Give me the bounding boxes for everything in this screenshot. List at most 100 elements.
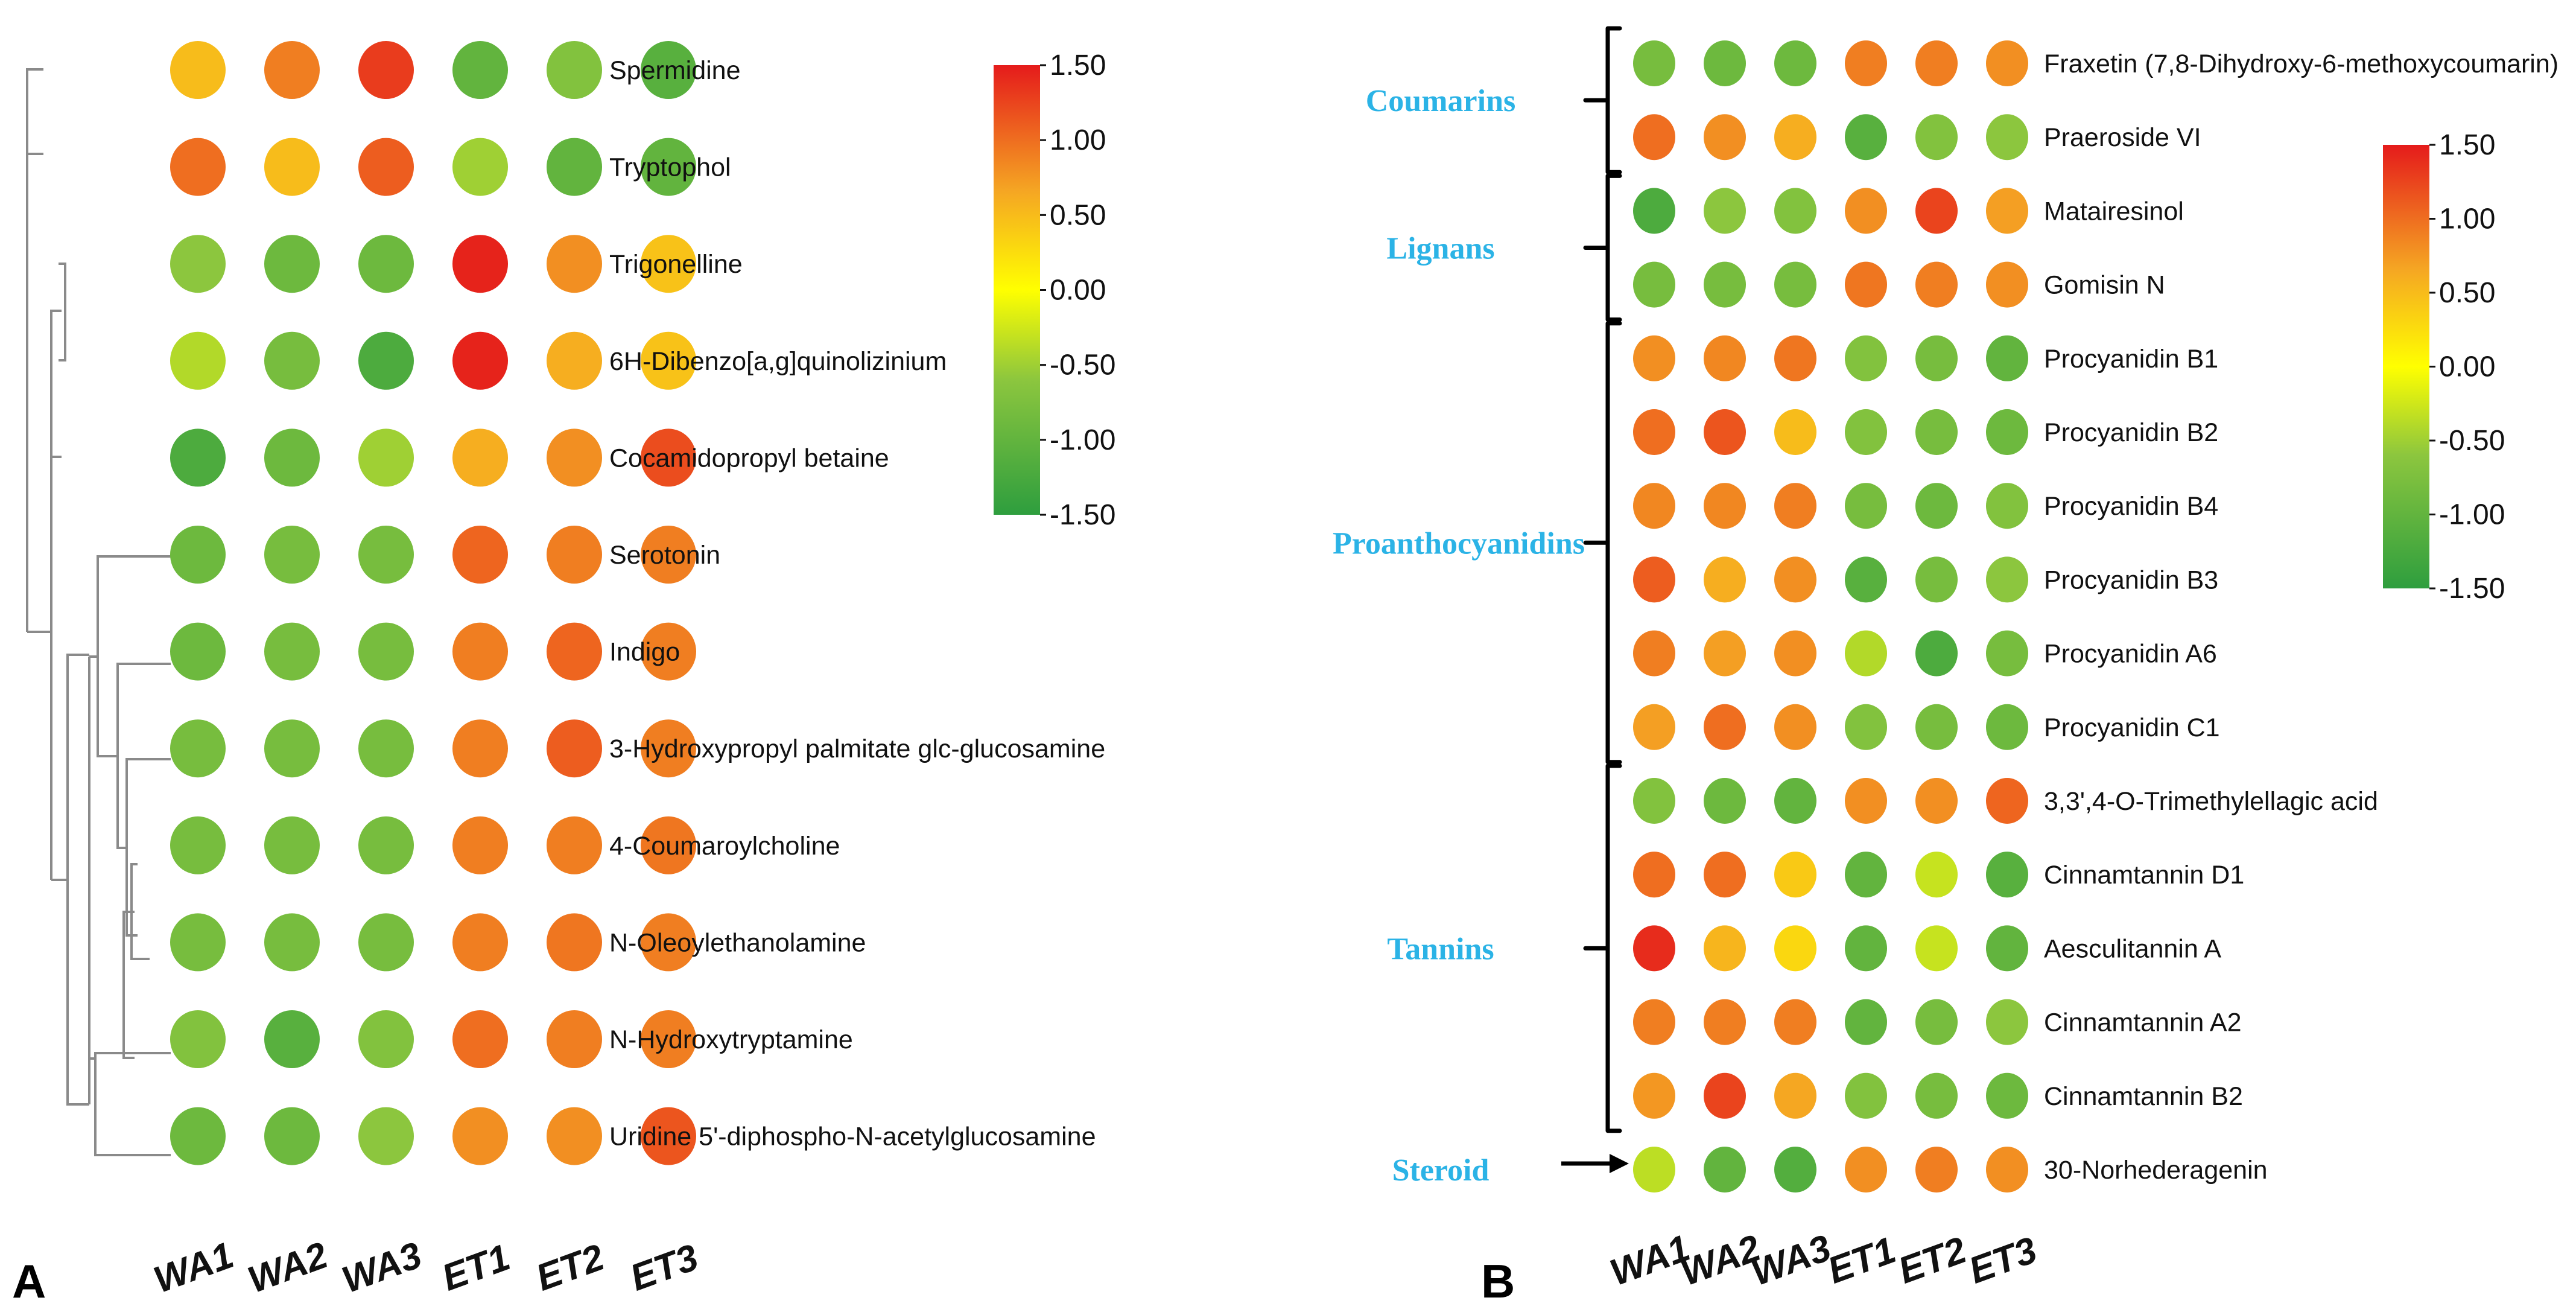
heatmap-cell <box>452 1107 508 1165</box>
heatmap-cell <box>452 913 508 972</box>
heatmap-cell <box>1633 409 1675 455</box>
heatmap-cell <box>1986 1072 2028 1119</box>
row-label: Procyanidin B3 <box>2044 565 2218 594</box>
heatmap-cell <box>1845 778 1887 824</box>
scale-tick-label: 0.50 <box>2439 277 2495 309</box>
heatmap-cell <box>1845 188 1887 234</box>
heatmap-cell <box>1915 261 1958 308</box>
color-scale-b: 1.50 1.00 0.50 0.00 -0.50 -1.00 -1.50 <box>2383 129 2505 605</box>
heatmap-cell <box>1845 483 1887 529</box>
heatmap-cell <box>358 622 414 681</box>
heatmap-cell <box>1774 188 1816 234</box>
heatmap-cell <box>264 428 320 487</box>
scale-tick-label: -1.00 <box>1050 424 1115 456</box>
heatmap-cell <box>1704 925 1746 972</box>
heatmap-cell <box>1774 556 1816 603</box>
column-label: ET1 <box>1823 1229 1901 1292</box>
column-label: WA3 <box>337 1234 427 1301</box>
row-label: Cocamidopropyl betaine <box>609 444 889 473</box>
heatmap-cell <box>1704 40 1746 86</box>
heatmap-cell <box>452 41 508 99</box>
heatmap-cell <box>264 526 320 584</box>
heatmap-cell <box>1915 188 1958 234</box>
heatmap-cell <box>1633 999 1675 1045</box>
heatmap-cell <box>547 1010 602 1068</box>
group-label: Proanthocyanidins <box>1333 526 1585 561</box>
heatmap-cell <box>452 719 508 778</box>
heatmap-cell <box>1845 1147 1887 1192</box>
heatmap-cell <box>641 331 696 390</box>
heatmap-cell <box>452 235 508 293</box>
heatmap-cell <box>1915 40 1958 86</box>
heatmap-cell <box>1633 114 1675 161</box>
heatmap-cell <box>1986 40 2028 86</box>
heatmap-cell <box>547 428 602 487</box>
heatmap-cell <box>1915 999 1958 1045</box>
group-brace <box>1583 321 1622 765</box>
group-label: Lignans <box>1386 232 1494 266</box>
heatmap-cell <box>1704 114 1746 161</box>
heatmap-cell <box>264 719 320 778</box>
row-label: N-Oleoylethanolamine <box>609 928 866 957</box>
heatmap-cell <box>641 41 696 99</box>
heatmap-cell <box>1986 1147 2028 1192</box>
heatmap-cell <box>264 816 320 874</box>
heatmap-cell <box>452 526 508 584</box>
heatmap-cell <box>452 622 508 681</box>
heatmap-cell <box>1845 335 1887 381</box>
group-brace <box>1583 173 1622 322</box>
heatmap-cell <box>452 1010 508 1068</box>
heatmap-cell <box>547 719 602 778</box>
heatmap-cell <box>547 235 602 293</box>
heatmap-cell <box>1845 409 1887 455</box>
heatmap-cell <box>170 138 226 196</box>
heatmap-cell <box>452 816 508 874</box>
heatmap-cell <box>1774 261 1816 308</box>
heatmap-cell <box>452 428 508 487</box>
color-scale-bar <box>2383 145 2429 588</box>
row-label: 30-Norhederagenin <box>2044 1156 2268 1185</box>
heatmap-cell <box>1845 40 1887 86</box>
heatmap-cell <box>358 816 414 874</box>
heatmap-cell <box>1704 778 1746 824</box>
heatmap-cell <box>641 526 696 584</box>
heatmap-cell <box>1915 1072 1958 1119</box>
column-label: ET1 <box>437 1237 515 1299</box>
group-brace <box>1583 26 1622 174</box>
heatmap-cell <box>1704 335 1746 381</box>
heatmap-cell <box>170 913 226 972</box>
heatmap-cell <box>1774 114 1816 161</box>
row-label: Cinnamtannin A2 <box>2044 1008 2242 1037</box>
heatmap-cell <box>264 1107 320 1165</box>
heatmap-cell <box>1774 630 1816 677</box>
heatmap-cell <box>1845 114 1887 161</box>
group-label: Tannins <box>1387 932 1494 966</box>
heatmap-cell <box>1633 188 1675 234</box>
heatmap-cell <box>1845 925 1887 972</box>
heatmap-cell <box>1704 1072 1746 1119</box>
heatmap-cell <box>1845 556 1887 603</box>
heatmap-cell <box>547 526 602 584</box>
heatmap-cell <box>641 719 696 778</box>
heatmap-cell <box>641 1107 696 1165</box>
heatmap-cell <box>358 138 414 196</box>
row-label: Cinnamtannin D1 <box>2044 861 2244 890</box>
row-label: Gomisin N <box>2044 271 2165 300</box>
heatmap-cell <box>358 41 414 99</box>
row-label: 4-Coumaroylcholine <box>609 832 840 861</box>
heatmap-cell <box>1986 704 2028 750</box>
heatmap-cell <box>170 1107 226 1165</box>
heatmap-cell <box>1915 925 1958 972</box>
heatmap-cell <box>358 331 414 390</box>
heatmap-cell <box>170 428 226 487</box>
heatmap-cell <box>358 526 414 584</box>
row-label: Trigonelline <box>609 250 743 279</box>
heatmap-cell <box>1633 483 1675 529</box>
heatmap-cell <box>547 1107 602 1165</box>
heatmap-cell <box>1986 999 2028 1045</box>
heatmap-cell <box>641 138 696 196</box>
row-label: Procyanidin B4 <box>2044 492 2218 521</box>
row-label: 3,3',4-O-Trimethylellagic acid <box>2044 787 2378 816</box>
